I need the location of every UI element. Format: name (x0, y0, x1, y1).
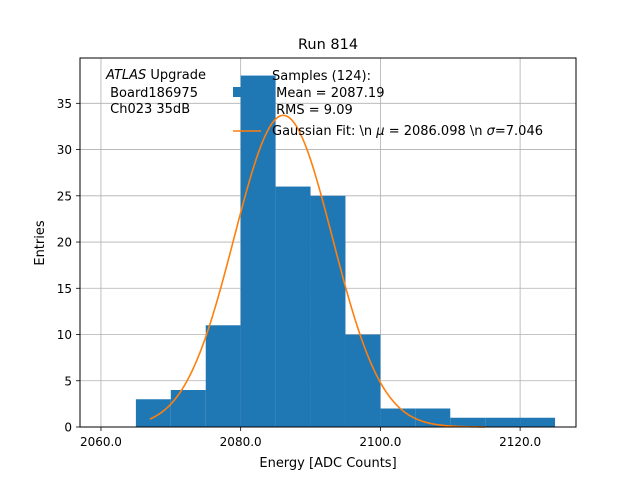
y-tick-label-5: 25 (57, 189, 72, 203)
y-tick-label-4: 20 (57, 236, 72, 250)
x-tick-label-0: 2060.0 (80, 435, 122, 449)
annotation-line-2: Board186975 (106, 86, 198, 101)
legend-samples-line-2: Mean = 2087.19 (272, 86, 384, 101)
legend-fit-label: Gaussian Fit: \n μ = 2086.098 \n σ=7.046 (272, 124, 543, 139)
atlas-annotation: ATLAS Upgrade Board186975 Ch023 35dB (105, 68, 206, 117)
histogram-bars (135, 75, 556, 428)
plot-frame (79, 57, 577, 428)
legend-fit-mid: = 2086.098 \n (385, 124, 487, 139)
legend-samples-patch (233, 87, 261, 97)
histogram-bar-2 (205, 325, 241, 427)
y-axis-ticks: 0 5 10 15 20 25 30 35 (57, 97, 80, 435)
y-tick-label-0: 0 (64, 421, 72, 435)
histogram-bar-10 (485, 417, 521, 427)
histogram-bar-3 (240, 75, 276, 428)
y-tick-label-1: 5 (64, 374, 72, 388)
histogram-bar-0 (135, 399, 171, 427)
histogram-bar-7 (380, 408, 416, 427)
atlas-label: ATLAS (105, 68, 146, 83)
histogram-bar-4 (275, 186, 311, 427)
gaussian-fit-curve (149, 114, 486, 428)
chart-title: Run 814 (298, 37, 358, 53)
legend-fit-suffix: =7.046 (495, 124, 543, 139)
y-tick-label-3: 15 (57, 282, 72, 296)
legend: Samples (124): Mean = 2087.19 RMS = 9.09… (233, 69, 543, 139)
gaussian-fit (149, 114, 486, 428)
histogram-bar-9 (450, 417, 486, 427)
annotation-line-1: ATLAS Upgrade (105, 68, 206, 83)
histogram-bar-11 (520, 417, 556, 427)
x-axis-label: Energy [ADC Counts] (259, 456, 396, 471)
annotation-line-3: Ch023 35dB (106, 102, 190, 117)
legend-samples-line-1: Samples (124): (272, 69, 371, 84)
histogram-bar-1 (170, 390, 206, 427)
y-axis-label: Entries (33, 220, 48, 266)
legend-fit-prefix: Gaussian Fit: \n (272, 124, 376, 139)
histogram-bar-6 (345, 334, 381, 427)
x-tick-label-1: 2080.0 (220, 435, 262, 449)
legend-fit-sigma: σ (487, 124, 496, 139)
upgrade-label: Upgrade (146, 68, 206, 83)
legend-fit-mu: μ (375, 124, 384, 139)
y-tick-label-6: 30 (57, 143, 72, 157)
x-axis-ticks: 2060.0 2080.0 2100.0 2120.0 (80, 427, 541, 449)
y-tick-label-2: 10 (57, 328, 72, 342)
y-tick-label-7: 35 (57, 97, 72, 111)
legend-samples-line-3: RMS = 9.09 (272, 103, 353, 118)
x-tick-label-2: 2100.0 (359, 435, 401, 449)
x-tick-label-3: 2120.0 (499, 435, 541, 449)
histogram-bar-5 (310, 195, 346, 427)
